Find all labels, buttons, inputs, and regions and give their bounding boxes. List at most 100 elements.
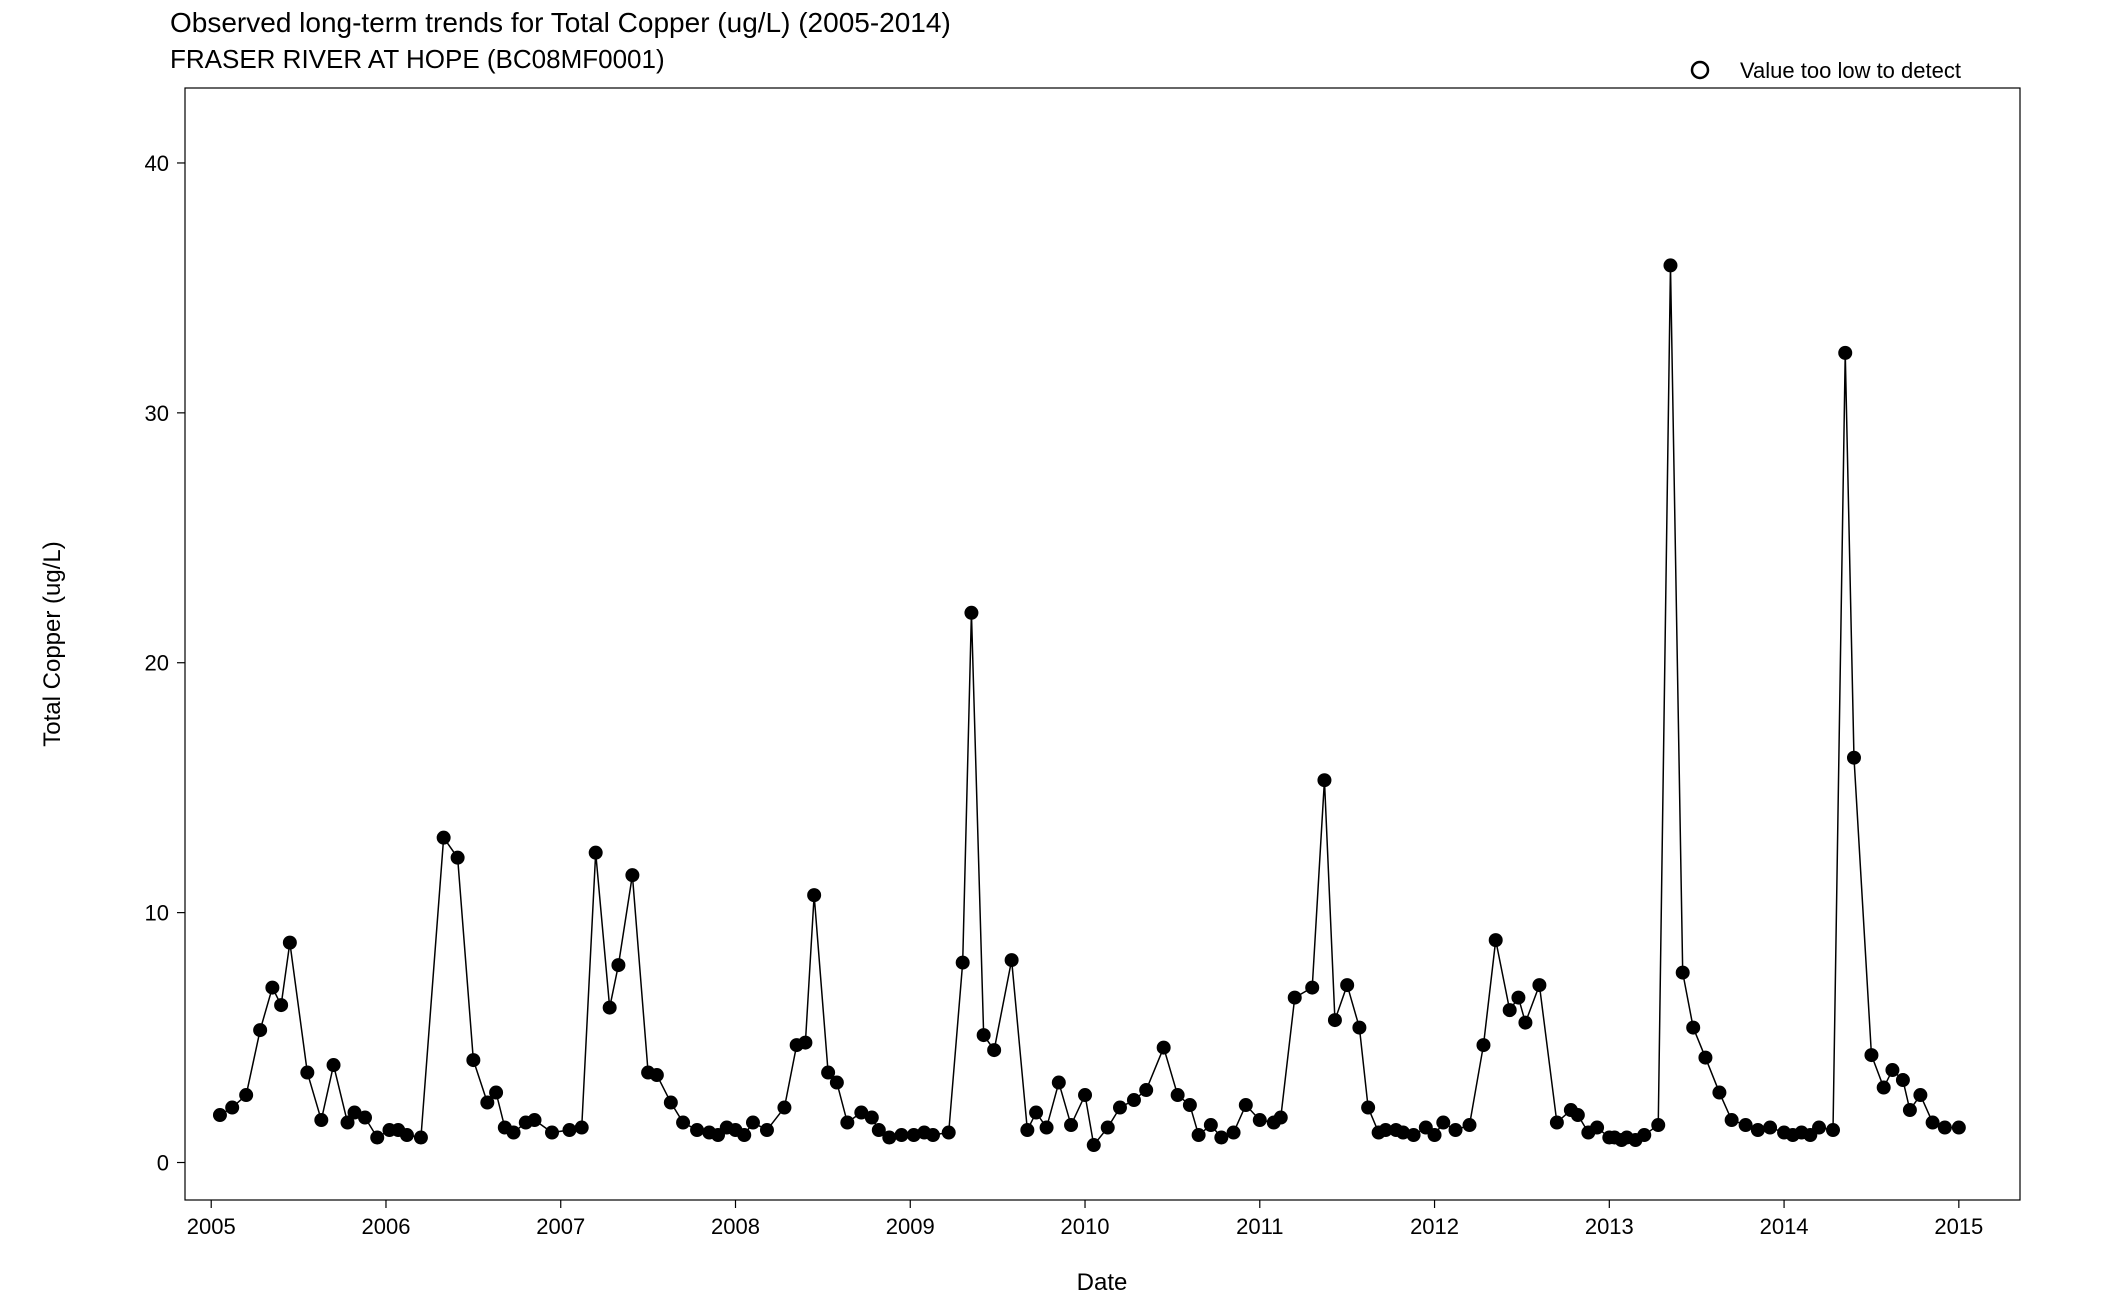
x-tick-label: 2014	[1760, 1214, 1809, 1239]
data-point	[1171, 1089, 1184, 1102]
x-tick-label: 2009	[886, 1214, 935, 1239]
data-point	[1477, 1039, 1490, 1052]
data-point	[1288, 991, 1301, 1004]
data-point	[1040, 1121, 1053, 1134]
data-point	[1079, 1089, 1092, 1102]
x-tick-label: 2008	[711, 1214, 760, 1239]
data-point	[1353, 1021, 1366, 1034]
data-point	[546, 1126, 559, 1139]
data-point	[1113, 1101, 1126, 1114]
data-point	[1030, 1106, 1043, 1119]
data-line	[220, 265, 1959, 1145]
x-tick-label: 2011	[1236, 1214, 1283, 1239]
data-point	[1550, 1116, 1563, 1129]
data-point	[626, 869, 639, 882]
data-point	[490, 1086, 503, 1099]
data-point	[1839, 346, 1852, 359]
data-point	[1519, 1016, 1532, 1029]
data-point	[1865, 1049, 1878, 1062]
data-point	[315, 1114, 328, 1127]
data-point	[1664, 259, 1677, 272]
data-point	[1952, 1121, 1965, 1134]
data-point	[760, 1124, 773, 1137]
data-point	[1065, 1119, 1078, 1132]
data-point	[1449, 1124, 1462, 1137]
data-point	[1140, 1084, 1153, 1097]
data-point	[1713, 1086, 1726, 1099]
data-point	[1463, 1119, 1476, 1132]
data-point	[1926, 1116, 1939, 1129]
data-point	[1437, 1116, 1450, 1129]
x-tick-label: 2007	[536, 1214, 585, 1239]
data-point	[830, 1076, 843, 1089]
data-point	[965, 606, 978, 619]
data-point	[799, 1036, 812, 1049]
data-point	[612, 959, 625, 972]
data-point	[1239, 1099, 1252, 1112]
data-point	[1021, 1124, 1034, 1137]
chart-svg: Observed long-term trends for Total Copp…	[0, 0, 2112, 1309]
y-tick-label: 30	[145, 401, 169, 426]
data-point	[1571, 1109, 1584, 1122]
y-tick-label: 20	[145, 651, 169, 676]
data-point	[942, 1126, 955, 1139]
data-point	[528, 1114, 541, 1127]
data-point	[1318, 774, 1331, 787]
chart-subtitle: FRASER RIVER AT HOPE (BC08MF0001)	[170, 44, 665, 74]
x-tick-label: 2006	[361, 1214, 410, 1239]
data-point	[301, 1066, 314, 1079]
data-point	[1101, 1121, 1114, 1134]
legend-marker-icon	[1692, 62, 1708, 78]
data-point	[841, 1116, 854, 1129]
data-point	[1328, 1014, 1341, 1027]
data-point	[575, 1121, 588, 1134]
data-point	[778, 1101, 791, 1114]
data-point	[1512, 991, 1525, 1004]
data-point	[1087, 1139, 1100, 1152]
data-point	[1052, 1076, 1065, 1089]
y-tick-label: 10	[145, 901, 169, 926]
x-tick-label: 2012	[1410, 1214, 1459, 1239]
data-point	[327, 1059, 340, 1072]
data-point	[1687, 1021, 1700, 1034]
data-point	[563, 1124, 576, 1137]
data-point	[1638, 1129, 1651, 1142]
data-point	[1227, 1126, 1240, 1139]
data-point	[1489, 934, 1502, 947]
data-point	[1503, 1004, 1516, 1017]
data-point	[956, 956, 969, 969]
x-tick-label: 2010	[1061, 1214, 1110, 1239]
data-point	[467, 1054, 480, 1067]
data-point	[1914, 1089, 1927, 1102]
legend-label: Value too low to detect	[1740, 58, 1961, 83]
data-point	[507, 1126, 520, 1139]
data-point	[677, 1116, 690, 1129]
data-point	[1407, 1129, 1420, 1142]
data-point	[1157, 1041, 1170, 1054]
data-point	[865, 1111, 878, 1124]
data-point	[650, 1069, 663, 1082]
x-tick-label: 2005	[187, 1214, 236, 1239]
data-point	[1215, 1131, 1228, 1144]
data-point	[1428, 1129, 1441, 1142]
data-point	[1127, 1094, 1140, 1107]
data-point	[359, 1111, 372, 1124]
data-point	[664, 1096, 677, 1109]
data-point	[1652, 1119, 1665, 1132]
data-point	[746, 1116, 759, 1129]
y-tick-label: 40	[145, 151, 169, 176]
data-point	[283, 936, 296, 949]
data-point	[1896, 1074, 1909, 1087]
data-point	[266, 981, 279, 994]
data-point	[603, 1001, 616, 1014]
data-point	[1204, 1119, 1217, 1132]
data-point	[254, 1024, 267, 1037]
data-point	[895, 1129, 908, 1142]
data-point	[1341, 979, 1354, 992]
data-point	[275, 999, 288, 1012]
data-point	[1813, 1121, 1826, 1134]
data-point	[1699, 1051, 1712, 1064]
data-point	[1306, 981, 1319, 994]
data-point	[213, 1109, 226, 1122]
data-point	[691, 1124, 704, 1137]
